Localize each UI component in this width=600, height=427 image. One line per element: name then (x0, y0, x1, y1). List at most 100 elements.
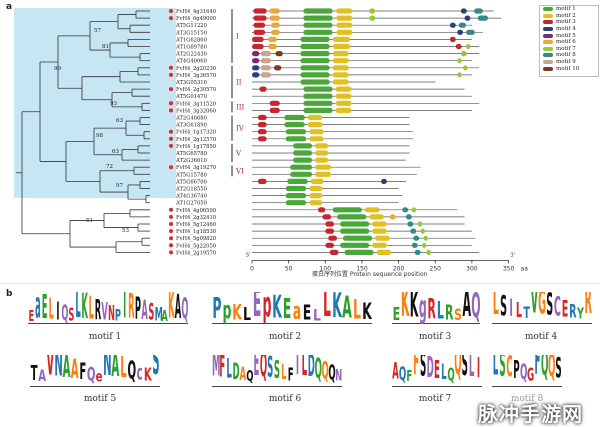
logo-letter: C (553, 294, 561, 325)
motif-box (303, 29, 333, 35)
motif-box (414, 249, 421, 255)
logo-letter: P (114, 304, 122, 325)
logo-letter: c (136, 362, 143, 386)
motif-box (413, 235, 420, 241)
logo-letter: C (506, 355, 513, 387)
motif-box (463, 65, 468, 71)
motif-box (257, 122, 267, 128)
logo-letter: L (313, 304, 321, 324)
panel-b-divider (0, 283, 600, 284)
motif-box (369, 214, 384, 220)
logo-letter: Q (181, 292, 188, 326)
legend-label: motif 7 (556, 45, 576, 52)
tree-highlight (14, 8, 176, 198)
bootstrap-value: 99 (54, 66, 61, 72)
logo-letter: Q (61, 299, 69, 325)
motif-box (315, 164, 332, 170)
motif-box (464, 15, 471, 21)
taxon-marker-dot (169, 229, 173, 234)
legend-label: motif 6 (556, 39, 576, 46)
motif-box (300, 72, 330, 78)
logo-letter: Y (576, 306, 584, 324)
panel-label-b: b (6, 289, 13, 299)
taxon-marker-dot (169, 101, 173, 106)
bootstrap-value: 98 (96, 133, 103, 139)
bootstrap-value: 93 (110, 101, 117, 107)
taxon-marker-dot (169, 9, 173, 13)
logo-letter: Q (520, 362, 528, 387)
logo-letter: S (267, 355, 274, 388)
logo-letter: L (492, 355, 499, 388)
logo-letter: Q (259, 355, 268, 388)
logo-letter: F (413, 355, 420, 388)
taxon-marker-dot (169, 72, 173, 77)
logo-letter: T (523, 305, 530, 324)
motif-box (457, 58, 462, 64)
motif-box (315, 150, 329, 156)
taxon-marker-dot (169, 165, 173, 170)
group-label: III (236, 103, 245, 111)
motif-box (335, 107, 352, 113)
taxon-label: FvH4_5g09820 (176, 236, 216, 242)
legend-label: motif 4 (556, 26, 576, 33)
logo-letter: A (239, 365, 247, 387)
bootstrap-value: 63 (116, 118, 123, 124)
logo-letter: V (101, 296, 108, 325)
logo-letter: L (48, 292, 54, 326)
logo-letter: K (232, 298, 242, 324)
axis-unit: aa (521, 265, 529, 272)
motif-box (423, 235, 428, 241)
motif-box (426, 249, 431, 255)
motif-box (303, 15, 333, 21)
motif-box (339, 228, 370, 234)
logo-letter: R (444, 301, 454, 325)
logo-letter: D (232, 360, 240, 388)
logo-letter: K (168, 292, 175, 326)
logo-letter: A (141, 293, 148, 326)
axis-tick-label: 200 (393, 265, 405, 272)
motif-box (269, 107, 280, 113)
motif-box (285, 185, 307, 192)
motif-box (457, 29, 464, 35)
motif-box (417, 221, 423, 227)
position-axis: 0 50 100 150 200 250 300 350 aa 5' 3' (246, 252, 528, 272)
logo-letter: V (46, 355, 55, 386)
taxon-marker-dot (169, 250, 173, 255)
motif-box (336, 8, 353, 14)
motif-box (303, 8, 333, 14)
motif-box (253, 22, 266, 28)
logo-letter: Q (314, 355, 322, 388)
logo-letter: R (94, 292, 102, 326)
motif-box (252, 72, 260, 78)
bootstrap-value: 97 (116, 183, 123, 189)
motif-box (257, 136, 267, 142)
logo-letter: M (212, 355, 221, 388)
logo-letter: K (272, 292, 282, 325)
motif-box (269, 8, 280, 14)
motif-box (253, 15, 267, 21)
motif-box (293, 157, 313, 163)
group-label: VI (235, 167, 244, 175)
taxon-label: AT5G01470 (175, 94, 207, 100)
taxon-marker-dot (169, 222, 173, 226)
logo-letter: K (409, 292, 419, 326)
legend-swatch (543, 46, 553, 51)
bootstrap-value: 51 (86, 218, 93, 224)
motif-box (335, 93, 352, 99)
logo-letter: E (302, 299, 312, 324)
motif-box (257, 178, 267, 184)
logo-letter: A (342, 292, 352, 325)
motif-box (466, 29, 475, 35)
logo-letter: A (161, 306, 168, 325)
logo-letter: K (143, 366, 152, 386)
axis-3prime: 3' (511, 252, 516, 258)
legend-swatch (543, 60, 553, 65)
motif-box (332, 72, 349, 78)
bootstrap-value: 63 (112, 149, 119, 155)
motif-box (407, 221, 414, 227)
motif-caption: motif 5 (83, 394, 117, 404)
motif-box (303, 107, 333, 113)
taxon-label: AT3G15150 (175, 30, 207, 36)
